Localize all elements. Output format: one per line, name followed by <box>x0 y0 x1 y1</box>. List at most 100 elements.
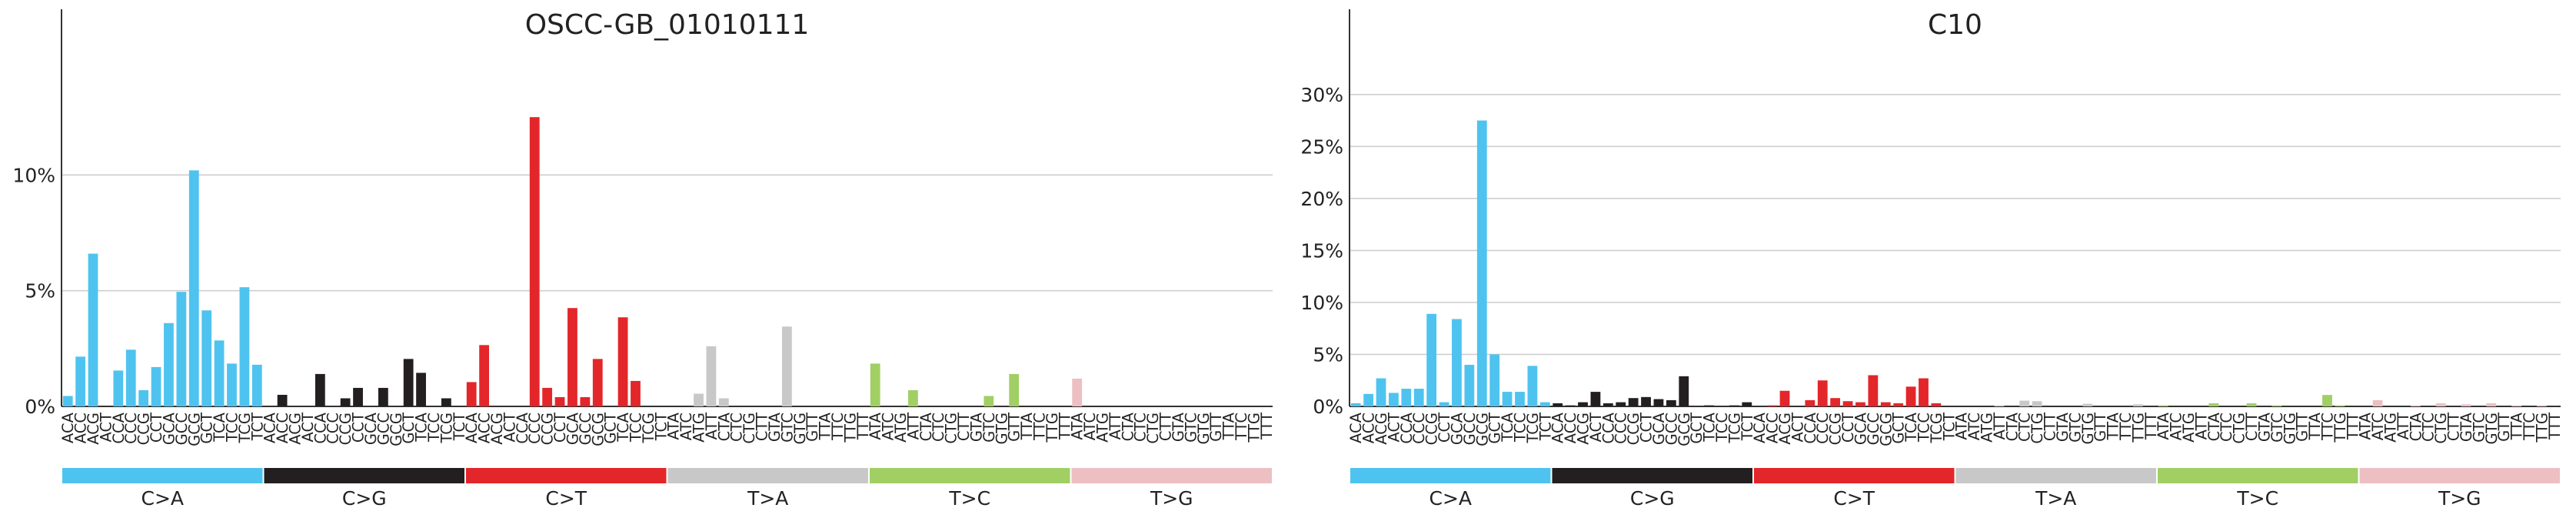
x-tick-label: TTG <box>841 413 859 443</box>
x-tick-label: TTT <box>2142 413 2160 440</box>
x-tick-label: ATG <box>1094 413 1112 443</box>
x-tick-label: TCT <box>652 413 670 441</box>
bar-C-A-ACC <box>1363 393 1374 406</box>
x-tick-label: GTC <box>2066 413 2084 443</box>
bar-C-G-ACG <box>1578 402 1588 406</box>
bar-C-A-TCC <box>227 363 237 406</box>
x-tick-label: ACT <box>97 413 115 443</box>
group-strip-C-A <box>62 468 263 483</box>
y-tick-label: 10% <box>1300 292 1343 314</box>
bar-C-T-GCC <box>1868 375 1879 406</box>
x-tick-label: GCA <box>1448 412 1466 445</box>
bar-T-A-CTA <box>718 398 729 406</box>
x-tick-label: ATT <box>1991 413 2009 439</box>
x-tick-label: TCT <box>1940 413 1958 441</box>
bar-C-G-CCT <box>353 387 363 406</box>
bar-C-G-GCT <box>403 359 414 406</box>
bar-C-A-ACC <box>75 356 86 406</box>
bar-C-A-GCC <box>176 292 187 406</box>
x-tick-label: CTG <box>943 413 960 444</box>
x-tick-label: CCC <box>122 413 140 444</box>
x-tick-label: GCC <box>577 413 594 445</box>
y-tick-label: 20% <box>1300 188 1343 210</box>
x-tick-label: GCC <box>1662 413 1680 445</box>
bar-C-T-CCA <box>1805 399 1816 406</box>
bar-T-A-GTC <box>781 326 792 406</box>
x-tick-label: TTA <box>817 412 834 440</box>
bar-C-T-TCG <box>1931 403 1942 406</box>
x-tick-label: CTT <box>2243 413 2261 441</box>
x-tick-label: TTA <box>2105 412 2122 440</box>
x-tick-label: ACG <box>1373 413 1390 445</box>
bar-C-T-CCT <box>1842 401 1853 406</box>
bar-T-C-TTC <box>2322 395 2332 406</box>
bar-C-A-TCC <box>1515 392 1525 406</box>
y-tick-label: 10% <box>12 164 55 186</box>
bar-C-A-GCA <box>164 322 174 406</box>
x-tick-label: CTG <box>2231 413 2248 444</box>
x-tick-label: GCC <box>374 413 392 445</box>
x-tick-label: TTC <box>1030 413 1048 441</box>
x-tick-label: CCC <box>1612 413 1630 444</box>
x-tick-label: GTT <box>2495 413 2513 442</box>
x-tick-label: CTA <box>1119 412 1137 441</box>
group-label: T>G <box>1150 487 1193 510</box>
x-tick-label: GCG <box>1473 413 1491 446</box>
x-tick-label: CCT <box>1638 413 1656 443</box>
x-tick-label: CCA <box>110 412 128 443</box>
bar-C-T-CCC <box>529 117 540 406</box>
x-tick-label: ATC <box>1965 413 1983 440</box>
x-tick-label: TCC <box>1713 413 1731 443</box>
x-tick-label: TCC <box>1511 413 1529 443</box>
x-tick-label: ACA <box>1347 412 1365 443</box>
x-tick-label: ATG <box>2180 413 2198 443</box>
x-tick-label: TCT <box>1739 413 1756 441</box>
x-tick-label: GCA <box>160 412 178 445</box>
bar-C-G-GCC <box>378 387 388 406</box>
x-tick-label: TTG <box>1245 413 1263 443</box>
group-strip-T-A <box>667 468 868 483</box>
bar-C-G-ACT <box>1590 392 1601 406</box>
bar-C-T-CCG <box>1830 398 1841 406</box>
group-label: T>A <box>747 487 788 510</box>
chart-panel-right: C100%5%10%15%20%25%30%ACAACCACGACTCCACCC… <box>1300 9 2564 510</box>
x-tick-label: GTT <box>804 413 821 442</box>
group-strip-C-G <box>1552 468 1752 483</box>
x-tick-label: GTG <box>2281 413 2298 444</box>
group-label: T>G <box>2438 487 2481 510</box>
bar-C-A-GCC <box>1464 364 1475 406</box>
x-tick-label: CCG <box>1827 413 1845 445</box>
x-tick-label: GTT <box>2294 413 2311 442</box>
x-tick-label: ATT <box>904 413 922 439</box>
bar-C-T-GCA <box>567 308 577 406</box>
bar-C-A-ACT <box>1389 393 1399 406</box>
group-label: C>T <box>545 487 587 510</box>
x-tick-label: TCG <box>640 413 657 444</box>
x-tick-label: GCC <box>1865 413 1882 445</box>
x-tick-label: GCG <box>185 413 203 446</box>
x-tick-label: GTT <box>2092 413 2109 442</box>
x-tick-label: GTA <box>967 412 985 442</box>
x-tick-label: TCA <box>211 412 228 442</box>
x-tick-label: GTC <box>980 413 998 443</box>
bar-C-A-GCG <box>1476 120 1487 406</box>
x-tick-label: CTC <box>2218 413 2235 442</box>
x-tick-label: CTC <box>930 413 947 442</box>
x-tick-label: ATT <box>703 413 721 439</box>
x-tick-label: GCT <box>1890 413 1908 444</box>
x-tick-label: ACC <box>476 413 494 443</box>
x-tick-label: ACA <box>261 412 279 443</box>
bar-C-T-TCC <box>1919 378 1929 406</box>
x-tick-label: ACT <box>1789 413 1806 443</box>
x-tick-label: ACG <box>287 413 305 445</box>
x-tick-label: ATT <box>2395 413 2412 439</box>
bar-C-A-TCA <box>214 340 225 406</box>
bar-C-A-CCA <box>113 370 124 406</box>
x-tick-label: ACG <box>1776 413 1794 445</box>
x-tick-label: TTA <box>2306 412 2324 440</box>
x-tick-label: TCT <box>451 413 468 441</box>
x-tick-label: ACT <box>299 413 317 443</box>
bar-C-G-TCA <box>416 373 426 406</box>
bar-T-C-CTA <box>2208 403 2219 406</box>
x-tick-label: TTC <box>2318 413 2336 441</box>
